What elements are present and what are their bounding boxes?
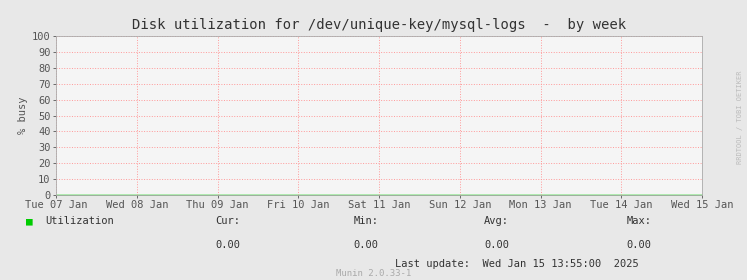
Text: 0.00: 0.00: [626, 240, 651, 250]
Text: Utilization: Utilization: [45, 216, 114, 226]
Text: RRDTOOL / TOBI OETIKER: RRDTOOL / TOBI OETIKER: [737, 71, 743, 164]
Text: Munin 2.0.33-1: Munin 2.0.33-1: [336, 269, 411, 278]
Text: Last update:  Wed Jan 15 13:55:00  2025: Last update: Wed Jan 15 13:55:00 2025: [395, 259, 639, 269]
Text: 0.00: 0.00: [484, 240, 509, 250]
Text: 0.00: 0.00: [353, 240, 379, 250]
Text: Cur:: Cur:: [215, 216, 241, 226]
Text: Min:: Min:: [353, 216, 379, 226]
Text: Avg:: Avg:: [484, 216, 509, 226]
Text: Max:: Max:: [626, 216, 651, 226]
Y-axis label: % busy: % busy: [17, 97, 28, 134]
Text: 0.00: 0.00: [215, 240, 241, 250]
Title: Disk utilization for /dev/unique-key/mysql-logs  -  by week: Disk utilization for /dev/unique-key/mys…: [132, 18, 626, 32]
Text: ■: ■: [26, 216, 33, 226]
